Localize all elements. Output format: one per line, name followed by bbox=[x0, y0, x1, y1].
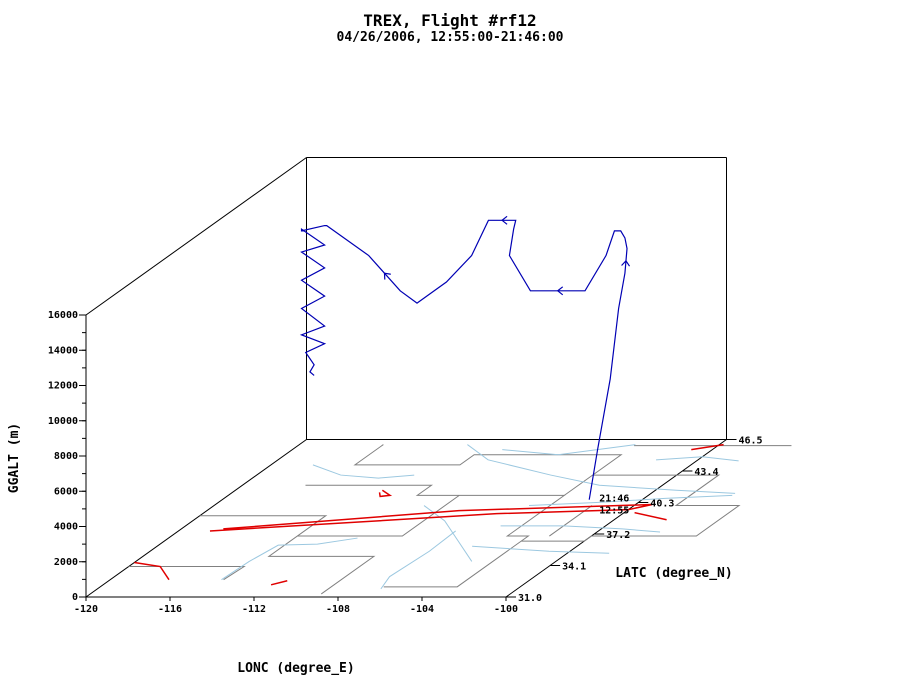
river-line bbox=[502, 444, 636, 456]
y-tick-label: 0 bbox=[72, 592, 78, 603]
direction-arrow bbox=[383, 272, 391, 280]
river-line bbox=[500, 525, 661, 533]
back-left-floor-edge bbox=[85, 439, 307, 598]
river-line bbox=[467, 444, 736, 494]
y-tick-label: 16000 bbox=[48, 310, 78, 321]
chart-subtitle: 04/26/2006, 12:55:00-21:46:00 bbox=[337, 30, 564, 45]
terrain-contour bbox=[634, 511, 667, 521]
time-label: 21:46 bbox=[599, 494, 629, 505]
state-border bbox=[521, 474, 741, 542]
z-axis-label: LATC (degree_N) bbox=[615, 566, 732, 581]
axis-ticks: -120 -116 -112 -108 -104 -100 0 2000 4000 6000 800… bbox=[48, 310, 763, 615]
plot-frame bbox=[85, 157, 727, 598]
terrain-contour bbox=[209, 503, 653, 532]
map-basemap bbox=[128, 443, 792, 595]
state-border bbox=[128, 566, 246, 581]
y-tick-label: 4000 bbox=[54, 522, 78, 533]
flight-track-line bbox=[299, 219, 628, 500]
terrain-contour bbox=[691, 443, 724, 451]
state-border bbox=[549, 505, 593, 537]
terrain-contour bbox=[134, 561, 170, 581]
state-border bbox=[305, 484, 566, 588]
river-line bbox=[472, 545, 610, 554]
time-label: 12:55 bbox=[599, 506, 629, 517]
y-tick-label: 2000 bbox=[54, 557, 78, 568]
terrain-contour bbox=[378, 489, 393, 498]
state-border bbox=[353, 444, 623, 496]
x-tick-label: -100 bbox=[494, 604, 518, 615]
x-tick-label: -120 bbox=[74, 604, 98, 615]
z-axis-line bbox=[505, 439, 727, 598]
y-axis-label: GGALT (m) bbox=[7, 423, 22, 493]
river-line bbox=[380, 530, 456, 590]
x-tick-label: -108 bbox=[326, 604, 350, 615]
x-tick-label: -116 bbox=[158, 604, 182, 615]
river-line bbox=[656, 456, 739, 462]
state-border bbox=[199, 515, 376, 595]
direction-arrow bbox=[621, 259, 631, 267]
river-line bbox=[312, 464, 415, 479]
y-tick-label: 6000 bbox=[54, 486, 78, 497]
z-tick-label: 37.2 bbox=[606, 530, 630, 541]
back-left-top-edge bbox=[85, 157, 307, 316]
x-tick-label: -104 bbox=[410, 604, 434, 615]
state-border bbox=[297, 494, 460, 537]
direction-arrow bbox=[501, 215, 508, 225]
x-tick-label: -112 bbox=[242, 604, 266, 615]
river-line bbox=[529, 494, 733, 507]
y-tick-label: 10000 bbox=[48, 416, 78, 427]
river-line bbox=[423, 505, 473, 562]
y-tick-label: 8000 bbox=[54, 451, 78, 462]
direction-arrow bbox=[556, 286, 564, 296]
z-tick-label: 31.0 bbox=[518, 593, 542, 604]
x-axis-label: LONC (degree_E) bbox=[237, 661, 354, 676]
z-tick-label: 40.3 bbox=[650, 499, 674, 510]
terrain-contour bbox=[270, 580, 288, 586]
z-tick-label: 34.1 bbox=[562, 562, 586, 573]
y-tick-label: 12000 bbox=[48, 381, 78, 392]
chart-title: TREX, Flight #rf12 bbox=[363, 11, 536, 30]
river-line bbox=[221, 537, 358, 581]
flight-track bbox=[299, 215, 631, 500]
z-tick-label: 46.5 bbox=[739, 436, 763, 447]
y-tick-label: 14000 bbox=[48, 345, 78, 356]
z-tick-label: 43.4 bbox=[694, 467, 718, 478]
